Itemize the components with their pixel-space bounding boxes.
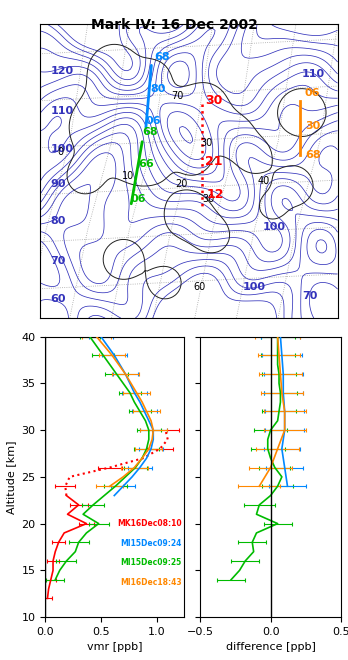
Text: 100: 100 <box>242 282 265 292</box>
Text: 30: 30 <box>305 121 320 131</box>
Text: 0: 0 <box>58 147 64 157</box>
Text: 06: 06 <box>305 88 320 98</box>
Text: 80: 80 <box>50 216 66 226</box>
Text: 80: 80 <box>150 84 166 94</box>
Text: 30: 30 <box>202 194 214 204</box>
Text: MI15Dec09:24: MI15Dec09:24 <box>120 539 182 548</box>
Text: 40: 40 <box>257 176 269 187</box>
Text: Mark IV: 16 Dec 2002: Mark IV: 16 Dec 2002 <box>90 18 258 32</box>
Text: 20: 20 <box>175 180 188 189</box>
Text: 100: 100 <box>50 144 73 154</box>
Text: 06: 06 <box>131 194 146 204</box>
Text: 68: 68 <box>305 150 321 160</box>
Text: MI16Dec18:43: MI16Dec18:43 <box>120 578 182 587</box>
Text: 110: 110 <box>50 106 73 116</box>
Text: 70: 70 <box>50 256 66 266</box>
Text: 30: 30 <box>200 139 212 148</box>
Text: 90: 90 <box>50 180 66 189</box>
Text: MI15Dec09:25: MI15Dec09:25 <box>120 558 182 567</box>
Text: 100: 100 <box>263 222 286 232</box>
Text: 68: 68 <box>155 51 170 61</box>
Text: 70: 70 <box>171 91 183 102</box>
X-axis label: vmr [ppb]: vmr [ppb] <box>87 642 143 652</box>
Text: 66: 66 <box>138 159 154 169</box>
Text: 120: 120 <box>50 67 73 77</box>
Text: 68: 68 <box>143 127 158 137</box>
Text: 10: 10 <box>122 171 134 181</box>
Text: 60: 60 <box>50 294 66 304</box>
Text: 12: 12 <box>207 187 224 201</box>
Text: 110: 110 <box>302 69 325 79</box>
Text: MK16Dec08:10: MK16Dec08:10 <box>117 519 182 528</box>
X-axis label: difference [ppb]: difference [ppb] <box>226 642 316 652</box>
Text: 21: 21 <box>205 155 223 168</box>
Text: 06: 06 <box>146 116 161 126</box>
Text: 60: 60 <box>193 282 206 292</box>
Y-axis label: Altitude [km]: Altitude [km] <box>6 440 16 513</box>
Text: 70: 70 <box>302 291 317 301</box>
Text: 30: 30 <box>205 94 222 107</box>
